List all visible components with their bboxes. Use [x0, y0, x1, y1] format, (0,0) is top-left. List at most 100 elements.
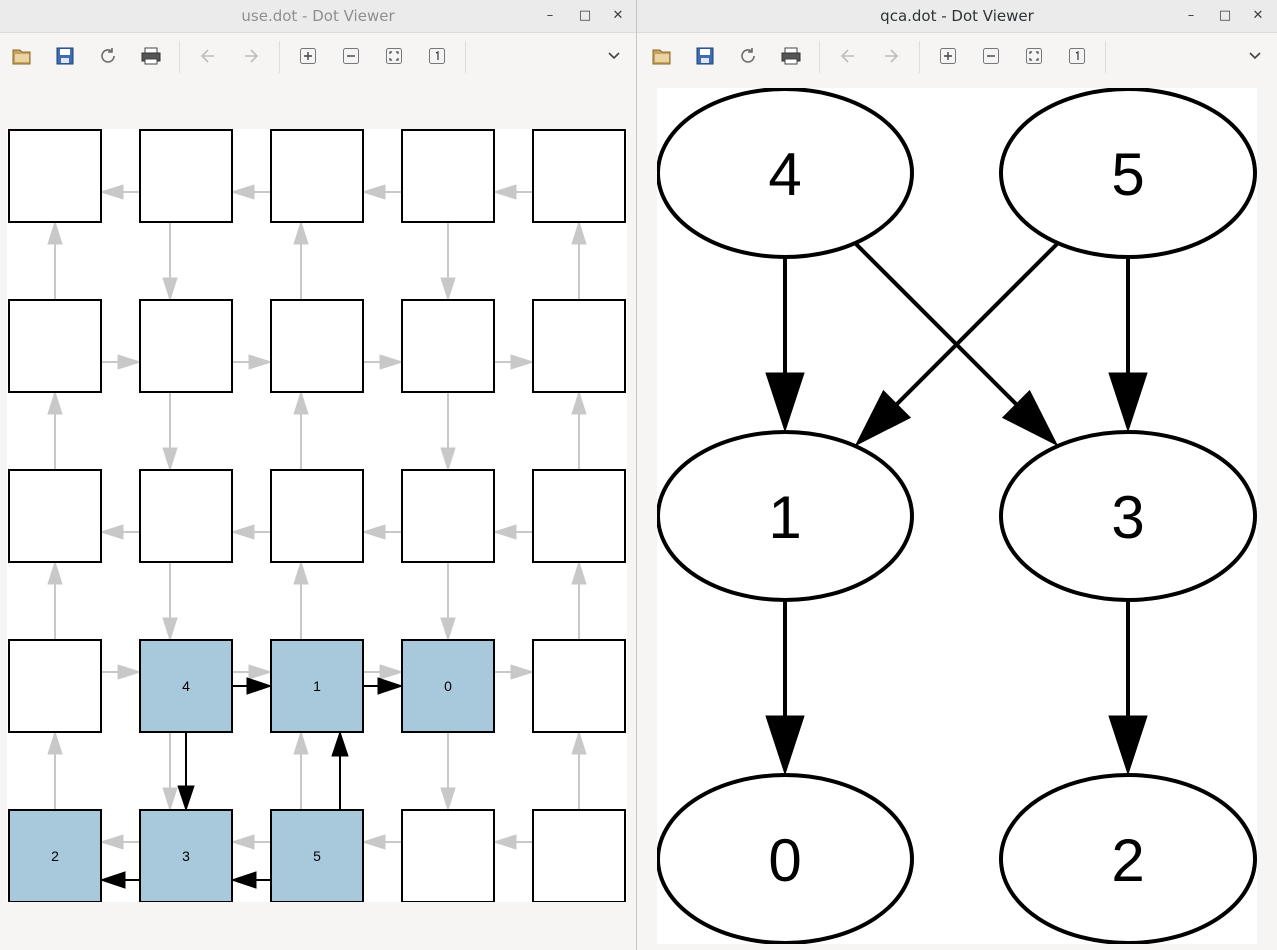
- back-icon[interactable]: [837, 45, 859, 67]
- edge-grey: [293, 730, 309, 810]
- graph-canvas[interactable]: 4 5 1 3 0 2: [657, 88, 1257, 944]
- zoom-100-icon[interactable]: [426, 45, 448, 67]
- reload-icon[interactable]: [737, 45, 759, 67]
- title-bar: qca.dot - Dot Viewer – □ ✕: [637, 0, 1277, 33]
- zoom-in-icon[interactable]: [937, 45, 959, 67]
- node[interactable]: [270, 469, 364, 563]
- toolbar-separator: [465, 41, 466, 73]
- node-3[interactable]: 3: [999, 430, 1257, 602]
- node[interactable]: [139, 299, 233, 393]
- node[interactable]: [8, 469, 102, 563]
- save-icon[interactable]: [54, 45, 76, 67]
- node[interactable]: [401, 299, 495, 393]
- edge-grey: [492, 834, 533, 850]
- node-label: 0: [768, 827, 801, 894]
- edge-grey: [232, 354, 273, 370]
- zoom-fit-icon[interactable]: [1023, 45, 1045, 67]
- toolbar: [0, 33, 636, 79]
- node[interactable]: [532, 809, 626, 902]
- node-0[interactable]: 0: [657, 773, 914, 944]
- minimize-button[interactable]: –: [1187, 8, 1195, 23]
- edge-grey: [363, 664, 404, 680]
- back-icon[interactable]: [197, 45, 219, 67]
- node[interactable]: [139, 469, 233, 563]
- toolbar: [637, 33, 1277, 79]
- toolbar-separator: [179, 41, 180, 73]
- toolbar-separator: [1105, 41, 1106, 73]
- print-icon[interactable]: [140, 45, 162, 67]
- zoom-fit-icon[interactable]: [383, 45, 405, 67]
- edge-grey: [440, 562, 456, 642]
- title-bar: use.dot - Dot Viewer – □ ✕: [0, 0, 636, 33]
- edge-grey: [571, 390, 587, 470]
- node-label: 5: [313, 848, 321, 864]
- node-highlighted[interactable]: 1: [270, 639, 364, 733]
- chevron-down-icon[interactable]: [606, 47, 622, 63]
- reload-icon[interactable]: [97, 45, 119, 67]
- node-highlighted[interactable]: 5: [270, 809, 364, 902]
- node[interactable]: [139, 129, 233, 223]
- edge-grey: [293, 390, 309, 470]
- edge-grey: [230, 524, 271, 540]
- edge-grey: [361, 184, 402, 200]
- edge-4-1: [232, 677, 273, 695]
- node-4[interactable]: 4: [657, 88, 914, 259]
- node[interactable]: [532, 639, 626, 733]
- forward-icon[interactable]: [240, 45, 262, 67]
- node[interactable]: [532, 469, 626, 563]
- node[interactable]: [8, 299, 102, 393]
- node[interactable]: [401, 469, 495, 563]
- node-1[interactable]: 1: [657, 430, 914, 602]
- node[interactable]: [532, 129, 626, 223]
- qca-graph: 4 5 1 3 0 2: [657, 88, 1257, 944]
- node-highlighted[interactable]: 3: [139, 809, 233, 902]
- node[interactable]: [532, 299, 626, 393]
- edge-grey: [101, 664, 142, 680]
- maximize-button[interactable]: □: [578, 8, 592, 23]
- node-5[interactable]: 5: [999, 88, 1257, 259]
- forward-icon[interactable]: [880, 45, 902, 67]
- print-icon[interactable]: [780, 45, 802, 67]
- node[interactable]: [270, 299, 364, 393]
- edge-grey: [571, 730, 587, 810]
- node[interactable]: [270, 129, 364, 223]
- node[interactable]: [401, 809, 495, 902]
- close-button[interactable]: ✕: [1252, 8, 1264, 23]
- node-highlighted[interactable]: 0: [401, 639, 495, 733]
- node-highlighted[interactable]: 2: [8, 809, 102, 902]
- edge-5-3: [1108, 258, 1148, 433]
- zoom-in-icon[interactable]: [297, 45, 319, 67]
- node-2[interactable]: 2: [999, 773, 1257, 944]
- open-icon[interactable]: [651, 45, 673, 67]
- node[interactable]: [8, 129, 102, 223]
- minimize-button[interactable]: –: [546, 8, 554, 23]
- edge-grey: [363, 354, 404, 370]
- node-highlighted[interactable]: 4: [139, 639, 233, 733]
- open-icon[interactable]: [11, 45, 33, 67]
- zoom-out-icon[interactable]: [980, 45, 1002, 67]
- edge-5-1: [331, 730, 349, 810]
- edge-grey: [293, 560, 309, 640]
- graph-canvas[interactable]: 4 1 0 2 3 5: [7, 129, 627, 902]
- toolbar-separator: [279, 41, 280, 73]
- edge-4-1: [765, 258, 805, 433]
- edge-grey: [361, 524, 402, 540]
- node-label: 1: [313, 678, 321, 694]
- maximize-button[interactable]: □: [1218, 8, 1232, 23]
- chevron-down-icon[interactable]: [1247, 47, 1263, 63]
- node-label: 3: [182, 848, 190, 864]
- zoom-100-icon[interactable]: [1066, 45, 1088, 67]
- zoom-out-icon[interactable]: [340, 45, 362, 67]
- edge-grey: [571, 560, 587, 640]
- edge-grey: [101, 354, 142, 370]
- toolbar-separator: [819, 41, 820, 73]
- close-button[interactable]: ✕: [612, 8, 624, 23]
- node[interactable]: [8, 639, 102, 733]
- save-icon[interactable]: [694, 45, 716, 67]
- node[interactable]: [401, 129, 495, 223]
- edge-grey: [361, 834, 402, 850]
- edge-grey: [230, 184, 271, 200]
- edge-grey: [232, 664, 273, 680]
- edge-grey: [99, 834, 140, 850]
- edge-4-3: [854, 242, 1059, 447]
